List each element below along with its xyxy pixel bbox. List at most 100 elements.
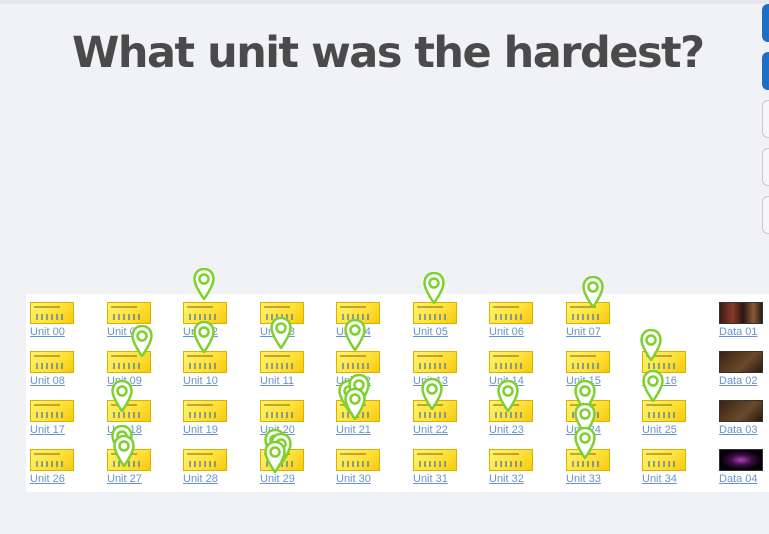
unit-card[interactable]: Unit 25 [638,392,708,438]
map-pin-icon[interactable] [344,319,366,351]
unit-thumbnail[interactable] [183,351,227,373]
unit-thumbnail[interactable] [183,449,227,471]
unit-link[interactable]: Unit 08 [30,375,65,387]
unit-thumbnail[interactable] [260,351,304,373]
unit-link[interactable]: Unit 31 [413,473,448,485]
unit-card[interactable]: Unit 28 [179,441,249,487]
unit-link[interactable]: Data 04 [719,473,758,485]
unit-card[interactable]: Unit 34 [638,441,708,487]
unit-thumbnail[interactable] [336,449,380,471]
unit-thumbnail[interactable] [30,351,74,373]
unit-thumbnail[interactable] [413,302,457,324]
unit-card[interactable]: Data 03 [715,392,769,438]
unit-link[interactable]: Unit 07 [566,326,601,338]
map-pin-icon[interactable] [131,325,153,357]
unit-thumbnail[interactable] [719,449,763,471]
unit-card[interactable]: Unit 31 [409,441,479,487]
unit-link[interactable]: Unit 28 [183,473,218,485]
unit-thumbnail[interactable] [183,400,227,422]
unit-card[interactable]: Unit 13 [409,343,479,389]
unit-thumbnail[interactable] [642,400,686,422]
unit-link[interactable]: Unit 34 [642,473,677,485]
unit-card[interactable]: Unit 32 [485,441,555,487]
unit-link[interactable]: Unit 00 [30,326,65,338]
unit-thumbnail[interactable] [336,302,380,324]
unit-link[interactable]: Unit 29 [260,473,295,485]
map-pin-icon[interactable] [642,370,664,402]
map-pin-icon[interactable] [344,388,366,420]
unit-link[interactable]: Unit 17 [30,424,65,436]
unit-thumbnail[interactable] [413,351,457,373]
unit-thumbnail[interactable] [489,449,533,471]
unit-link[interactable]: Data 02 [719,375,758,387]
unit-thumbnail[interactable] [489,302,533,324]
unit-card[interactable]: Unit 14 [485,343,555,389]
unit-card[interactable]: Unit 24 [562,392,632,438]
unit-thumbnail[interactable] [260,302,304,324]
unit-card[interactable]: Data 01 [715,294,769,340]
unit-link[interactable]: Unit 26 [30,473,65,485]
unit-card[interactable]: Unit 11 [256,343,326,389]
map-pin-icon[interactable] [582,276,604,308]
unit-card[interactable]: Unit 17 [26,392,96,438]
side-tab-5[interactable] [762,196,769,234]
unit-thumbnail[interactable] [719,351,763,373]
map-pin-icon[interactable] [270,317,292,349]
map-pin-icon[interactable] [640,329,662,361]
map-pin-icon[interactable] [111,380,133,412]
unit-thumbnail[interactable] [336,351,380,373]
map-pin-icon[interactable] [423,272,445,304]
map-pin-icon[interactable] [421,378,443,410]
unit-card[interactable]: Unit 15 [562,343,632,389]
unit-link[interactable]: Unit 25 [642,424,677,436]
unit-link[interactable]: Unit 32 [489,473,524,485]
unit-card[interactable]: Unit 03 [256,294,326,340]
unit-thumbnail[interactable] [489,351,533,373]
unit-link[interactable]: Unit 05 [413,326,448,338]
unit-card[interactable]: Unit 19 [179,392,249,438]
unit-link[interactable]: Unit 30 [336,473,371,485]
unit-link[interactable]: Unit 10 [183,375,218,387]
unit-link[interactable]: Data 01 [719,326,758,338]
unit-card[interactable]: Unit 33 [562,441,632,487]
map-pin-icon[interactable] [497,380,519,412]
unit-thumbnail[interactable] [30,302,74,324]
unit-card[interactable]: Data 02 [715,343,769,389]
unit-thumbnail[interactable] [566,351,610,373]
unit-card[interactable]: Unit 04 [332,294,402,340]
unit-card[interactable]: Unit 08 [26,343,96,389]
unit-thumbnail[interactable] [719,400,763,422]
unit-card[interactable]: Unit 26 [26,441,96,487]
unit-link[interactable]: Unit 21 [336,424,371,436]
unit-link[interactable]: Unit 33 [566,473,601,485]
unit-link[interactable]: Unit 27 [107,473,142,485]
unit-card[interactable]: Unit 06 [485,294,555,340]
unit-thumbnail[interactable] [413,449,457,471]
unit-link[interactable]: Unit 19 [183,424,218,436]
unit-thumbnail[interactable] [107,302,151,324]
side-tab-3[interactable] [762,100,769,138]
side-tab-2[interactable] [762,52,769,90]
side-tab-4[interactable] [762,148,769,186]
unit-thumbnail[interactable] [260,400,304,422]
unit-card[interactable]: Unit 30 [332,441,402,487]
unit-card[interactable]: Unit 22 [409,392,479,438]
unit-thumbnail[interactable] [30,449,74,471]
unit-card[interactable]: Unit 07 [562,294,632,340]
unit-card[interactable]: Data 04 [715,441,769,487]
unit-card[interactable]: Unit 23 [485,392,555,438]
side-tab-1[interactable] [762,4,769,42]
unit-card[interactable]: Unit 00 [26,294,96,340]
unit-thumbnail[interactable] [719,302,763,324]
map-pin-icon[interactable] [264,441,286,473]
unit-link[interactable]: Unit 11 [260,375,295,387]
map-pin-icon[interactable] [193,268,215,300]
unit-link[interactable]: Unit 22 [413,424,448,436]
unit-thumbnail[interactable] [566,302,610,324]
unit-link[interactable]: Unit 23 [489,424,524,436]
unit-thumbnail[interactable] [107,351,151,373]
map-pin-icon[interactable] [574,427,596,459]
unit-link[interactable]: Unit 06 [489,326,524,338]
unit-thumbnail[interactable] [30,400,74,422]
map-pin-icon[interactable] [193,321,215,353]
